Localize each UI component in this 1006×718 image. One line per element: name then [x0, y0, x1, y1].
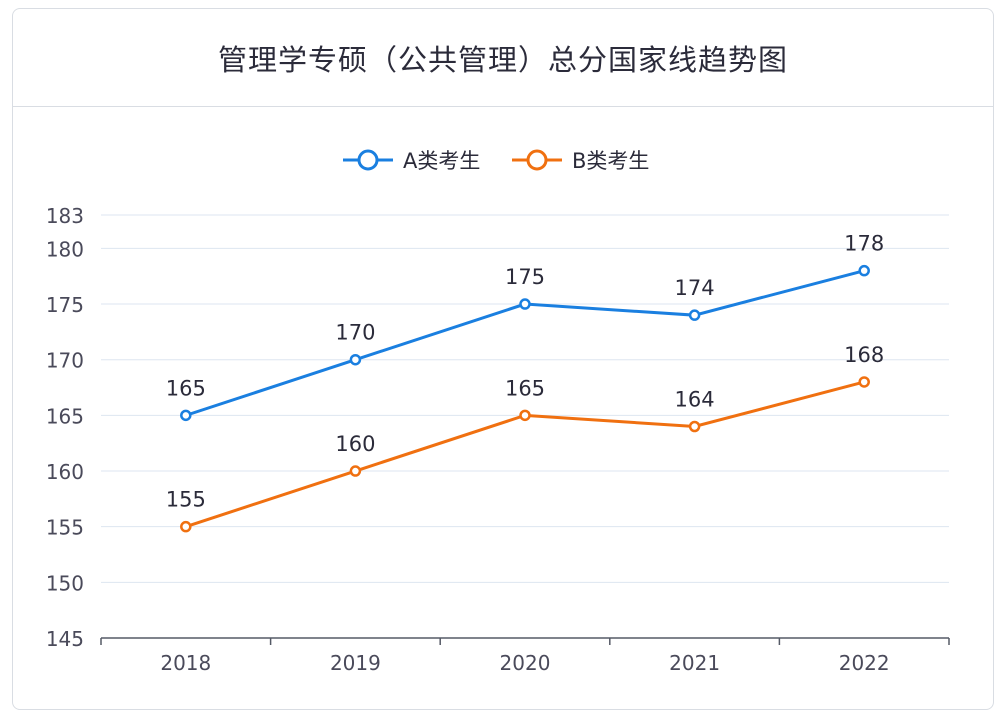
y-tick-label: 145: [46, 627, 84, 651]
data-label: 164: [675, 388, 715, 412]
legend-label: A类考生: [403, 149, 480, 173]
chart-header: 管理学专硕（公共管理）总分国家线趋势图: [13, 9, 993, 107]
data-point: [349, 465, 362, 477]
data-label: 160: [335, 432, 375, 456]
x-tick-label: 2019: [330, 651, 381, 675]
data-label: 155: [166, 488, 206, 512]
data-point: [180, 520, 192, 533]
data-point: [858, 264, 870, 277]
x-tick-label: 2021: [669, 651, 720, 675]
data-label: 165: [505, 376, 545, 400]
legend-label: B类考生: [572, 149, 649, 173]
data-label: 170: [335, 321, 375, 345]
y-tick-label: 183: [46, 204, 84, 228]
data-point: [349, 353, 362, 366]
data-label: 165: [166, 376, 206, 400]
data-label: 174: [675, 276, 715, 300]
data-point: [519, 298, 531, 310]
legend-marker: [526, 149, 548, 171]
x-tick-label: 2022: [839, 651, 890, 675]
legend-marker: [357, 149, 379, 171]
data-point: [180, 409, 192, 422]
data-label: 175: [505, 265, 545, 289]
x-tick-label: 2020: [500, 651, 551, 675]
y-tick-label: 180: [46, 237, 84, 261]
y-tick-label: 175: [46, 293, 84, 317]
y-tick-label: 150: [46, 571, 84, 595]
series-line: [185, 380, 865, 529]
data-point: [858, 376, 870, 388]
data-point: [688, 420, 701, 433]
data-label: 168: [844, 343, 884, 367]
data-point: [688, 309, 701, 321]
chart-title: 管理学专硕（公共管理）总分国家线趋势图: [217, 42, 788, 77]
y-tick-label: 170: [46, 349, 84, 373]
chart-card: 管理学专硕（公共管理）总分国家线趋势图: [12, 8, 994, 710]
x-tick-label: 2018: [160, 651, 211, 675]
data-point: [519, 409, 531, 422]
y-tick-label: 155: [46, 516, 84, 540]
data-label: 178: [844, 232, 884, 256]
y-tick-label: 165: [46, 404, 84, 428]
y-tick-label: 160: [46, 460, 84, 484]
